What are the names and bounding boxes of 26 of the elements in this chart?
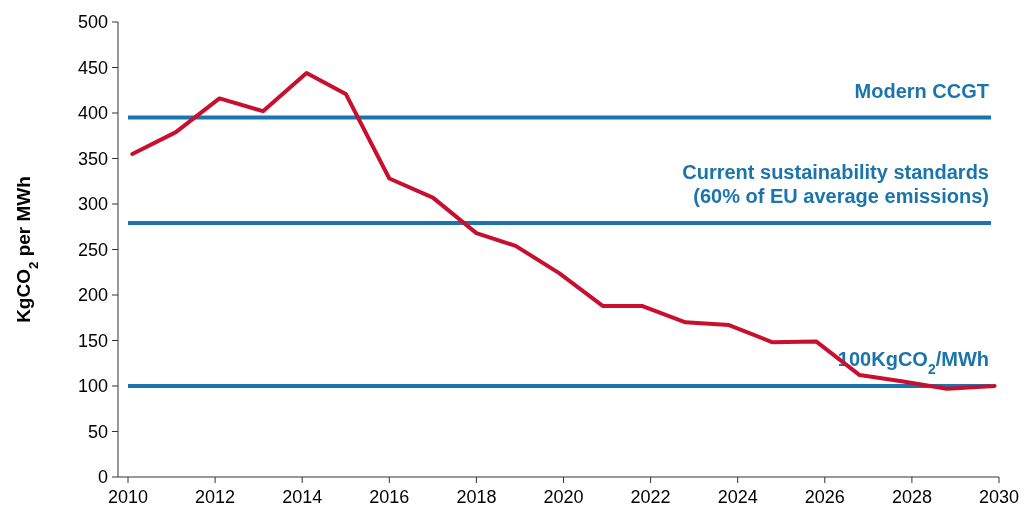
y-tick-label: 0 [97,467,108,488]
ref-line-label: Current sustainability standards (60% of EU average emissions) [682,161,989,208]
x-tick-label: 2010 [107,487,149,507]
x-tick-label: 2022 [630,487,671,507]
y-tick-label: 450 [77,57,108,78]
x-tick-label: 2016 [369,487,410,507]
ref-line-label: Modern CCGT [854,79,989,102]
y-tick-label: 50 [87,421,108,442]
x-tick-label: 2020 [543,487,584,507]
x-tick-label: 2024 [717,487,758,507]
x-tick-label: 2014 [282,487,323,507]
ref-line-label: 100KgCO$_{2}$/MWh [837,348,989,377]
line-series [130,70,997,391]
y-tick-label: 500 [77,12,108,33]
y-tick-label: 400 [77,103,108,124]
y-tick-label: 250 [77,239,108,260]
y-tick-label: 350 [77,148,108,169]
x-tick-label: 2012 [195,487,236,507]
y-tick-label: 150 [77,330,108,351]
y-tick-label: 300 [77,194,108,215]
x-tick-label: 2030 [978,487,1020,507]
x-tick-label: 2028 [891,487,932,507]
y-tick-label: 100 [77,376,108,397]
x-tick-label: 2026 [804,487,845,507]
x-tick-label: 2018 [456,487,497,507]
y-tick-label: 200 [77,285,108,306]
